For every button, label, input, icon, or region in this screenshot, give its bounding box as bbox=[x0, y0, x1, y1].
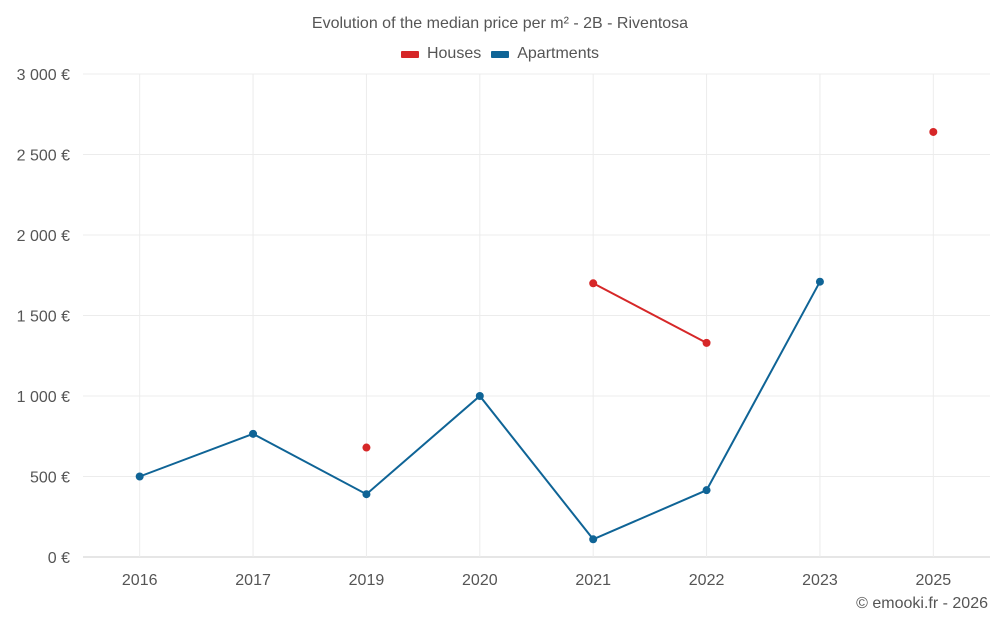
x-tick-label: 2022 bbox=[689, 572, 725, 589]
data-point-apartments bbox=[702, 486, 711, 495]
x-tick-label: 2017 bbox=[235, 572, 271, 589]
legend-item-apartments[interactable]: Apartments bbox=[491, 45, 599, 63]
data-point-houses bbox=[702, 338, 711, 347]
x-tick-label: 2021 bbox=[575, 572, 611, 589]
data-point-apartments bbox=[135, 472, 144, 481]
y-tick-label: 500 € bbox=[30, 470, 70, 487]
y-tick-label: 1 500 € bbox=[17, 309, 70, 326]
legend: Houses Apartments bbox=[0, 45, 1000, 63]
chart-title: Evolution of the median price per m² - 2… bbox=[311, 15, 689, 32]
data-point-apartments bbox=[589, 535, 598, 544]
data-point-apartments bbox=[815, 277, 824, 286]
data-point-apartments bbox=[249, 429, 258, 438]
x-tick-label: 2020 bbox=[462, 572, 498, 589]
legend-item-houses[interactable]: Houses bbox=[400, 45, 482, 63]
y-tick-label: 2 500 € bbox=[17, 148, 70, 165]
data-point-houses bbox=[589, 279, 598, 288]
x-tick-label: 2023 bbox=[802, 572, 838, 589]
data-point-houses bbox=[929, 127, 938, 136]
x-tick-label: 2016 bbox=[122, 572, 158, 589]
x-tick-label: 2019 bbox=[349, 572, 385, 589]
y-tick-label: 2 000 € bbox=[17, 228, 70, 245]
y-tick-label: 3 000 € bbox=[17, 67, 70, 84]
y-tick-label: 1 000 € bbox=[17, 389, 70, 406]
legend-swatch-apartments bbox=[491, 50, 510, 58]
legend-label-houses: Houses bbox=[426, 45, 482, 62]
data-point-apartments bbox=[362, 490, 371, 499]
data-point-houses bbox=[362, 443, 371, 452]
x-tick-label: 2025 bbox=[916, 572, 952, 589]
legend-label-apartments: Apartments bbox=[517, 45, 600, 62]
series-line-houses bbox=[592, 282, 708, 344]
credit-text: © emooki.fr - 2026 bbox=[856, 595, 988, 612]
data-point-apartments bbox=[475, 392, 484, 400]
legend-swatch-houses bbox=[400, 50, 419, 58]
y-tick-label: 0 € bbox=[48, 550, 70, 567]
